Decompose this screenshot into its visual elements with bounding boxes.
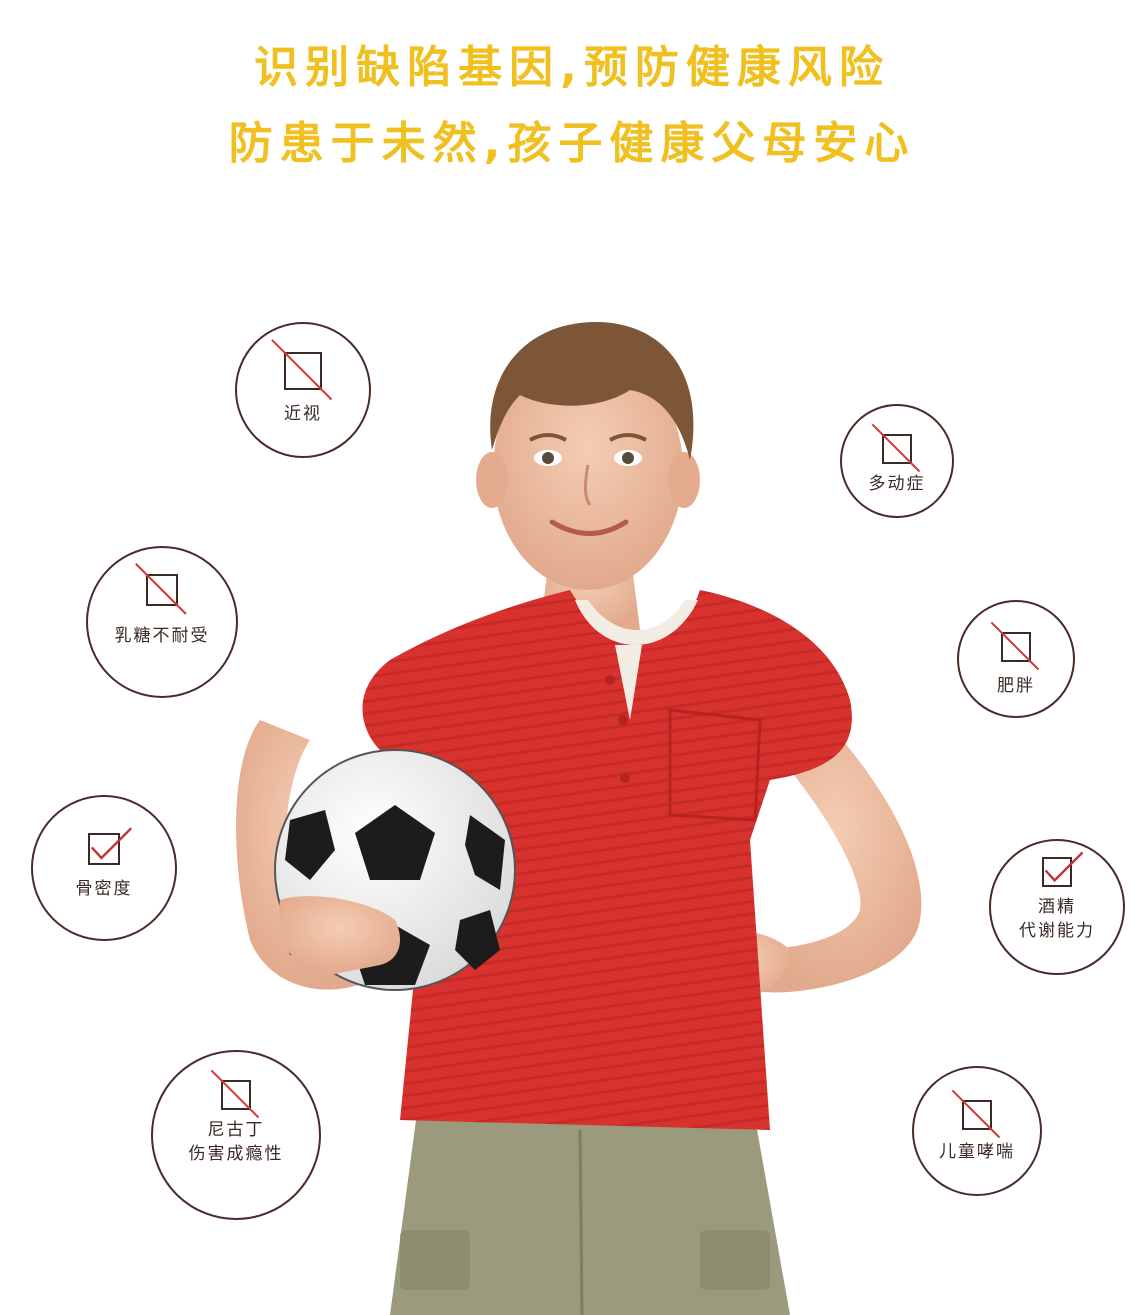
badge-label: 代谢能力: [1019, 921, 1095, 941]
badge-obesity: 肥胖: [957, 600, 1075, 718]
slash-checkbox-icon: [951, 1089, 1001, 1139]
badge-label: 乳糖不耐受: [114, 626, 210, 646]
checkmark-checkbox-icon: [88, 827, 133, 865]
slash-checkbox-icon: [271, 339, 333, 401]
badge-label: 酒精: [1038, 897, 1076, 917]
striped-shirt: [362, 590, 852, 1130]
checkmark-checkbox-icon: [1042, 851, 1084, 887]
badge-label: 尼古丁: [207, 1120, 265, 1140]
badge-myopia: 近视: [235, 322, 371, 458]
badge-label: 伤害成瘾性: [188, 1144, 284, 1164]
badge-nicotine: 尼古丁 伤害成瘾性: [151, 1050, 321, 1220]
badge-label: 多动症: [868, 474, 926, 494]
hair: [490, 321, 694, 460]
headline-line-2: 防患于未然,孩子健康父母安心: [228, 118, 916, 169]
boy-with-soccer-ball-illustration: [236, 321, 922, 1315]
badge-label: 儿童哮喘: [939, 1142, 1015, 1162]
badge-bone: 骨密度: [31, 795, 177, 941]
slash-checkbox-icon: [135, 563, 187, 615]
slash-checkbox-icon: [990, 621, 1040, 671]
badge-asthma: 儿童哮喘: [912, 1066, 1042, 1196]
headline-line-1: 识别缺陷基因,预防健康风险: [254, 42, 890, 93]
badge-alcohol: 酒精 代谢能力: [989, 839, 1125, 975]
badge-label: 骨密度: [75, 879, 133, 899]
slash-checkbox-icon: [871, 423, 921, 473]
slash-checkbox-icon: [210, 1069, 260, 1119]
shorts: [390, 1090, 790, 1315]
badge-lactose: 乳糖不耐受: [86, 546, 238, 698]
badge-label: 近视: [284, 404, 322, 424]
badge-adhd: 多动症: [840, 404, 954, 518]
badge-label: 肥胖: [997, 676, 1035, 696]
